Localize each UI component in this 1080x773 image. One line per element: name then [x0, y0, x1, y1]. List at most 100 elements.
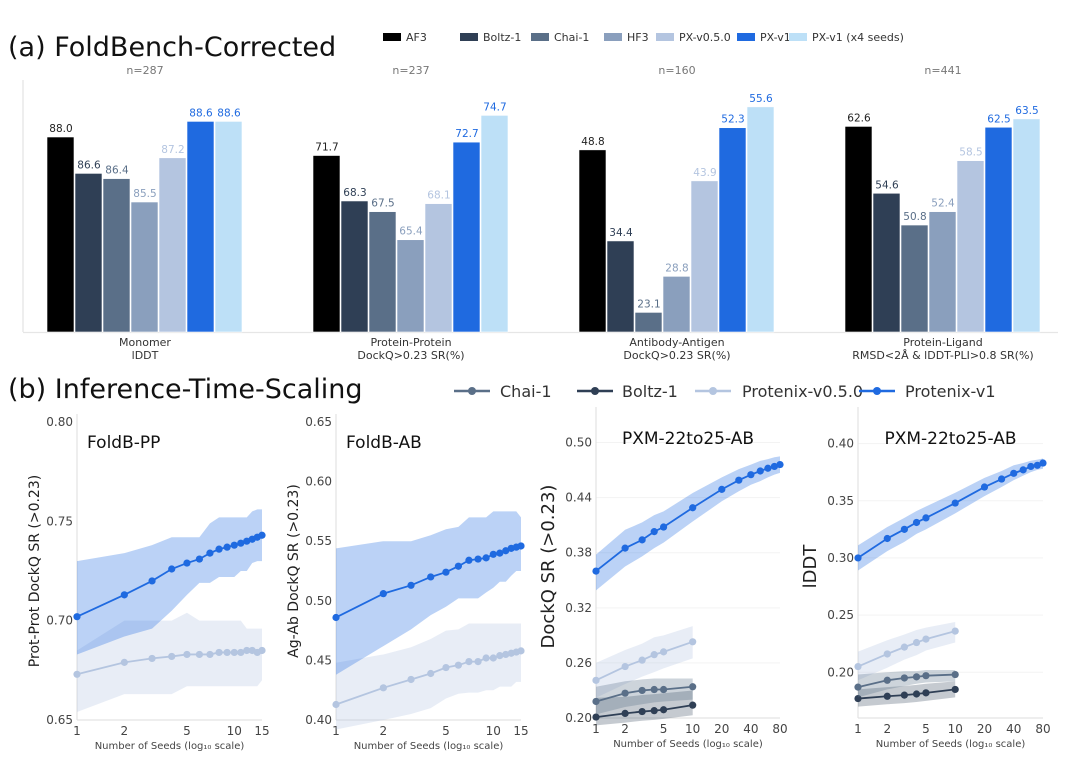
- group-count-label: n=441: [924, 64, 961, 77]
- bar-group-monomer: 88.0 86.6 86.4 85.5 87.2 88.6 88.6 n=287 Monomer…: [46, 64, 243, 362]
- data-point: [73, 613, 81, 621]
- bar-value-label-1: 68.3: [343, 187, 366, 199]
- data-point: [776, 460, 784, 469]
- data-point: [243, 537, 251, 545]
- data-point: [922, 635, 930, 643]
- y-tick-label: 0.55: [305, 534, 332, 548]
- data-point: [592, 676, 600, 684]
- x-tick-label: 1: [592, 722, 600, 736]
- series-chai-1: [592, 678, 697, 715]
- series-line: [595, 704, 693, 718]
- panel-a-title: (a) FoldBench-Corrected: [8, 32, 336, 63]
- legend-label-5: PX-v1: [760, 31, 791, 44]
- bar-value-label-3: 85.5: [133, 188, 156, 200]
- bar-3: [130, 201, 159, 333]
- legend-marker-3: [873, 387, 881, 395]
- data-point: [489, 550, 497, 558]
- bar-3: [396, 239, 425, 333]
- series-boltz-1: [592, 690, 697, 726]
- data-point: [912, 518, 921, 527]
- data-point: [243, 646, 251, 655]
- line-panel-2: FoldB-AB 0.40 0.45 0.50 0.55 0.60 0.65 1 2 5 10 15 N…: [286, 414, 529, 752]
- confidence-band: [858, 458, 1043, 571]
- y-tick-label: 0.70: [46, 614, 73, 628]
- data-point: [474, 657, 482, 666]
- x-tick-label: 5: [183, 724, 191, 738]
- data-point: [258, 531, 266, 539]
- bar-value-label-5: 62.5: [987, 113, 1010, 125]
- y-tick-label: 0.32: [565, 601, 592, 615]
- bar-4: [424, 203, 453, 333]
- bar-group-protein-protein: 71.7 68.3 67.5 65.4 68.1 72.7 74.7 n=237 Protein…: [312, 64, 509, 362]
- bar-value-label-4: 68.1: [427, 190, 450, 202]
- line-panel-3: PXM-22to25-AB 0.20 0.26 0.32 0.38 0.44 0.50 1 2 5…: [538, 407, 788, 750]
- data-point: [912, 690, 921, 698]
- legend-marker-0: [468, 387, 476, 395]
- data-point: [900, 643, 908, 651]
- data-point: [237, 648, 245, 657]
- confidence-band: [858, 669, 956, 698]
- bar-3: [662, 276, 691, 333]
- y-tick-label: 0.65: [305, 415, 332, 429]
- series-chai-1: [854, 669, 959, 698]
- x-tick-label: 20: [977, 722, 992, 736]
- data-point: [489, 654, 497, 662]
- series-line: [595, 640, 693, 682]
- x-tick-label: 2: [380, 724, 388, 738]
- data-point: [650, 528, 658, 536]
- data-point: [638, 686, 646, 695]
- bar-6: [746, 106, 775, 333]
- y-tick-label: 0.50: [305, 594, 332, 608]
- x-axis-label: Number of Seeds (log₁₀ scale): [354, 741, 504, 752]
- data-point: [689, 701, 697, 709]
- data-point: [1027, 462, 1035, 471]
- data-point: [215, 648, 223, 657]
- x-tick-label: 40: [1006, 722, 1021, 736]
- legend-swatch-0: [383, 33, 401, 41]
- data-point: [900, 674, 908, 682]
- data-point: [73, 670, 81, 678]
- data-point: [332, 700, 340, 709]
- data-point: [883, 692, 891, 700]
- bar-2: [900, 224, 929, 333]
- y-tick-label: 0.80: [46, 415, 73, 429]
- y-tick-label: 0.20: [565, 711, 592, 725]
- data-point: [379, 684, 387, 692]
- data-point: [223, 648, 231, 657]
- legend-swatch-5: [737, 33, 755, 41]
- legend-label-2: Protenix-v0.5.0: [742, 382, 863, 401]
- data-point: [223, 543, 231, 551]
- data-point: [900, 691, 908, 699]
- x-axis-label: Number of Seeds (log₁₀ scale): [613, 739, 763, 750]
- bar-value-label-3: 65.4: [399, 226, 423, 238]
- bar-0: [844, 126, 873, 333]
- y-tick-label: 0.75: [46, 514, 73, 528]
- bar-value-label-6: 55.6: [749, 93, 773, 105]
- bar-group-protein-ligand: 62.6 54.6 50.8 52.4 58.5 62.5 63.5 n=441 Protein…: [844, 64, 1041, 362]
- data-point: [427, 669, 435, 678]
- data-point: [735, 476, 743, 484]
- x-tick-label: 1: [854, 722, 862, 736]
- y-axis-label: Prot-Prot DockQ SR (>0.23): [27, 475, 43, 667]
- data-point: [1010, 469, 1018, 477]
- bar-value-label-6: 74.7: [483, 101, 506, 113]
- series-protenix-v0-5-0: [592, 626, 697, 698]
- series-protenix-v1: [854, 458, 1047, 571]
- legend-label-1: Boltz-1: [622, 382, 678, 401]
- data-point: [997, 475, 1006, 483]
- bar-value-label-6: 88.6: [217, 107, 241, 119]
- bar-value-label-0: 88.0: [49, 123, 72, 135]
- data-point: [502, 650, 510, 659]
- bar-1: [74, 173, 103, 333]
- legend-label-0: Chai-1: [500, 382, 552, 401]
- data-point: [454, 562, 463, 570]
- x-tick-label: 2: [621, 722, 629, 736]
- x-tick-label: 15: [513, 724, 528, 738]
- bar-value-label-5: 88.6: [189, 107, 213, 119]
- y-tick-label: 0.20: [827, 665, 854, 679]
- group-metric-label: RMSD<2Å & lDDT-PLI>0.8 SR(%): [852, 349, 1033, 362]
- y-tick-label: 0.44: [565, 491, 592, 505]
- series-protenix-v1: [332, 511, 525, 675]
- data-point: [1019, 466, 1027, 474]
- bar-1: [606, 240, 635, 333]
